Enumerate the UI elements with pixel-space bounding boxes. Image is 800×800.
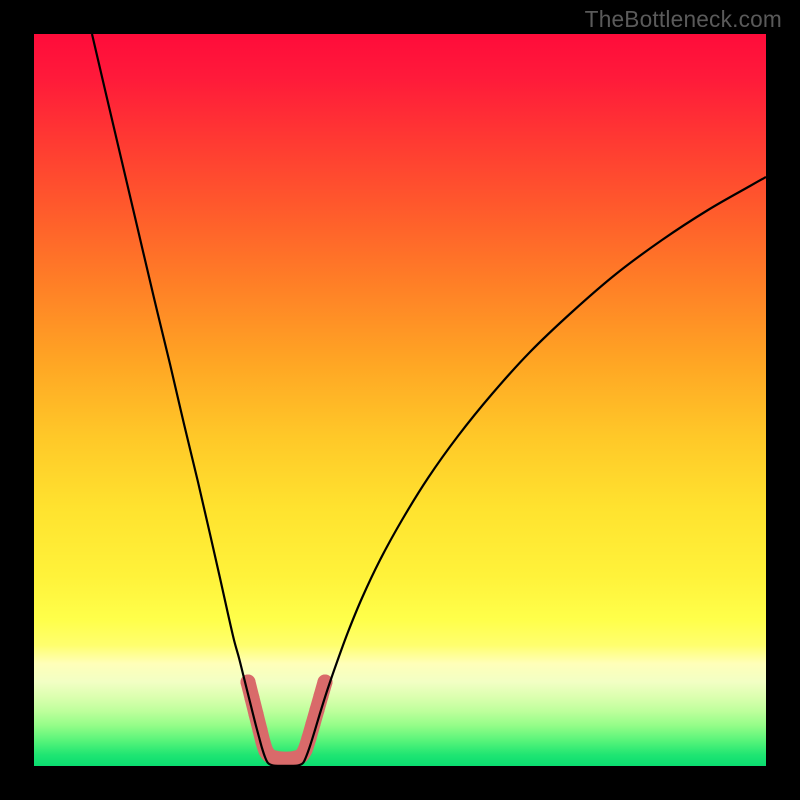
watermark-text: TheBottleneck.com [585,6,782,33]
main-curve-path [92,34,766,766]
chart-frame: TheBottleneck.com [0,0,800,800]
curves-svg [34,34,766,766]
plot-area [34,34,766,766]
